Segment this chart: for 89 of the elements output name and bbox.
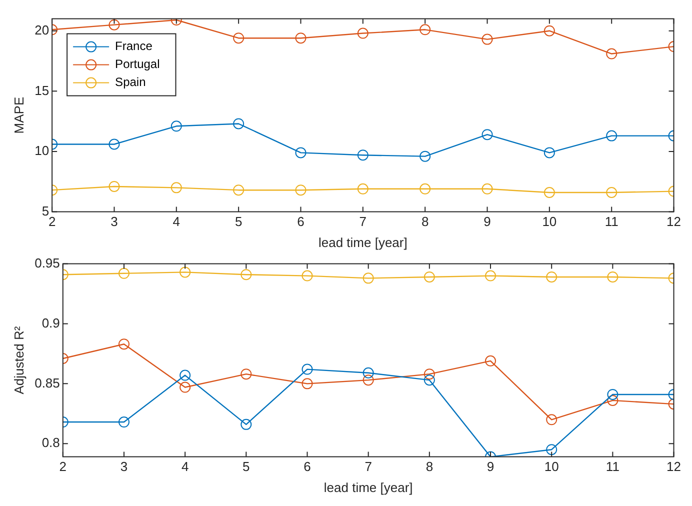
x-tick-label: 2 bbox=[48, 214, 56, 230]
x-tick-label: 11 bbox=[604, 214, 618, 230]
point bbox=[362, 374, 374, 386]
point bbox=[607, 394, 618, 406]
point bbox=[606, 187, 618, 198]
x-tick-label: 6 bbox=[304, 459, 311, 474]
point bbox=[170, 182, 182, 194]
x-tick-label: 9 bbox=[486, 459, 494, 474]
point bbox=[357, 150, 368, 161]
point bbox=[108, 138, 120, 150]
x-tick-label: 8 bbox=[426, 459, 434, 474]
x-axis-title: lead time [year] bbox=[318, 234, 408, 250]
x-tick-label: 2 bbox=[59, 459, 67, 474]
x-tick-label: 3 bbox=[110, 214, 118, 230]
point bbox=[544, 187, 555, 198]
point bbox=[544, 25, 555, 36]
legend-label: France bbox=[115, 39, 153, 54]
legend-label: Portugal bbox=[115, 57, 160, 72]
x-tick-label: 12 bbox=[666, 214, 682, 230]
point bbox=[302, 364, 313, 375]
point bbox=[357, 183, 368, 194]
point bbox=[118, 338, 130, 350]
x-tick-label: 7 bbox=[359, 214, 367, 230]
y-tick-label: 0.95 bbox=[34, 255, 60, 270]
point bbox=[180, 370, 191, 381]
point bbox=[606, 130, 618, 142]
point bbox=[546, 271, 558, 282]
x-tick-label: 8 bbox=[421, 214, 429, 230]
point bbox=[420, 183, 431, 194]
point bbox=[295, 32, 306, 44]
x-tick-label: 6 bbox=[297, 214, 304, 230]
point bbox=[424, 368, 435, 380]
point bbox=[606, 48, 618, 60]
point bbox=[108, 19, 120, 30]
x-tick-label: 4 bbox=[181, 459, 189, 474]
point bbox=[240, 418, 252, 430]
y-tick-label: 10 bbox=[34, 143, 50, 158]
point bbox=[485, 270, 496, 282]
point bbox=[424, 374, 435, 386]
point bbox=[118, 268, 130, 279]
y-tick-label: 0.9 bbox=[42, 315, 60, 330]
point bbox=[302, 270, 313, 282]
point bbox=[482, 183, 493, 194]
x-tick-label: 9 bbox=[484, 214, 491, 230]
point bbox=[357, 28, 368, 39]
point bbox=[485, 355, 496, 366]
point bbox=[362, 367, 374, 378]
point bbox=[240, 269, 252, 280]
y-axis-title: Adjusted R² bbox=[11, 326, 26, 394]
point bbox=[233, 184, 244, 196]
point bbox=[233, 118, 244, 130]
point bbox=[170, 120, 182, 132]
point bbox=[607, 271, 618, 282]
x-tick-label: 12 bbox=[666, 459, 682, 474]
point bbox=[180, 266, 191, 278]
point bbox=[546, 414, 558, 426]
y-tick-label: 5 bbox=[42, 203, 50, 218]
x-tick-label: 4 bbox=[172, 214, 180, 230]
y-tick-label: 0.85 bbox=[34, 375, 60, 390]
x-tick-label: 10 bbox=[544, 459, 559, 474]
point bbox=[362, 272, 374, 284]
x-tick-label: 5 bbox=[242, 459, 250, 474]
point bbox=[302, 378, 313, 390]
x-tick-label: 10 bbox=[542, 214, 557, 230]
x-axis-title: lead time [year] bbox=[324, 480, 413, 495]
point bbox=[546, 444, 558, 456]
legend-label: Spain bbox=[115, 75, 146, 90]
point bbox=[420, 150, 431, 162]
y-axis-title: MAPE bbox=[11, 96, 26, 134]
y-tick-label: 15 bbox=[34, 82, 50, 98]
y-tick-label: 20 bbox=[34, 22, 50, 38]
y-tick-label: 0.8 bbox=[42, 435, 60, 450]
point bbox=[118, 416, 130, 428]
x-tick-label: 3 bbox=[120, 459, 128, 474]
point bbox=[233, 32, 244, 44]
x-tick-label: 11 bbox=[606, 459, 620, 474]
x-tick-label: 7 bbox=[364, 459, 372, 474]
point bbox=[295, 184, 306, 196]
point bbox=[607, 388, 618, 400]
point bbox=[108, 180, 120, 192]
point bbox=[420, 24, 431, 36]
point bbox=[424, 271, 435, 282]
point bbox=[544, 147, 555, 158]
point bbox=[482, 34, 493, 45]
point bbox=[295, 147, 306, 158]
point bbox=[482, 129, 493, 140]
point bbox=[180, 382, 191, 393]
x-tick-label: 5 bbox=[234, 214, 242, 230]
point bbox=[240, 368, 252, 380]
